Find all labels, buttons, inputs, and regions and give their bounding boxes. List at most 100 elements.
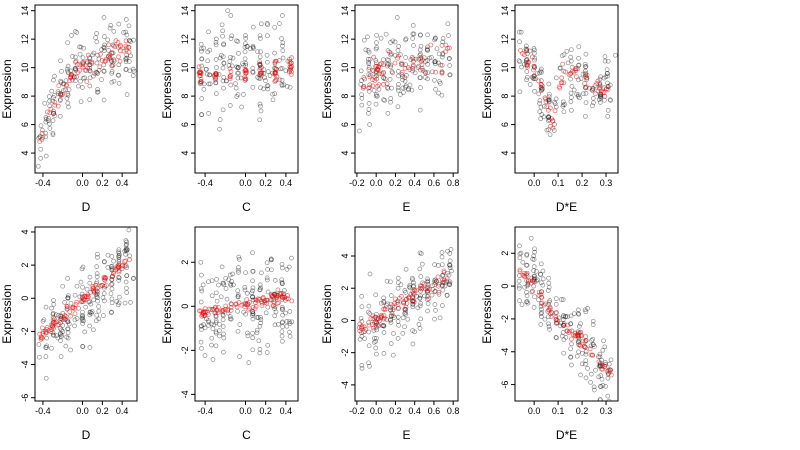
data-point-black — [210, 357, 216, 362]
data-point-black — [588, 371, 594, 377]
data-point-black — [54, 333, 59, 338]
data-point-black — [280, 324, 285, 330]
data-point-red — [244, 297, 250, 303]
data-point-red — [116, 54, 121, 60]
data-point-black — [250, 268, 256, 274]
data-point-red — [370, 77, 376, 83]
data-point-black — [386, 57, 392, 63]
data-point-black — [244, 44, 250, 49]
data-point-black — [280, 319, 285, 325]
data-point-black — [531, 253, 537, 259]
data-point-black — [282, 288, 287, 293]
data-point-black — [607, 97, 613, 103]
x-axis-title: E — [402, 200, 410, 214]
data-point-black — [65, 40, 70, 46]
x-axis-title: D — [82, 200, 91, 214]
data-point-red — [524, 48, 529, 54]
data-point-black — [250, 69, 256, 75]
data-point-black — [447, 251, 453, 256]
data-point-red — [445, 45, 451, 51]
data-point-red — [223, 303, 229, 309]
data-point-black — [124, 273, 130, 278]
data-point-black — [280, 48, 286, 53]
data-point-red — [236, 300, 242, 305]
data-point-black — [568, 321, 573, 327]
data-point-black — [124, 248, 129, 254]
data-point-red — [565, 322, 571, 328]
data-point-black — [216, 282, 221, 288]
data-point-black — [65, 68, 71, 74]
data-point-black — [199, 63, 205, 69]
data-point-black — [254, 315, 260, 320]
data-point-black — [605, 108, 611, 113]
points-group — [196, 8, 295, 132]
data-point-black — [406, 284, 412, 290]
data-point-black — [284, 267, 290, 272]
data-point-red — [289, 69, 294, 75]
data-point-black — [198, 41, 204, 47]
data-point-black — [384, 278, 390, 284]
x-axis-title: C — [242, 200, 251, 214]
data-point-red — [530, 288, 535, 294]
data-point-red — [405, 65, 411, 71]
y-tick-label: 6 — [340, 122, 350, 127]
data-point-black — [211, 322, 217, 328]
data-point-black — [115, 302, 121, 308]
data-point-black — [582, 61, 588, 67]
data-point-red — [552, 108, 558, 114]
data-point-black — [56, 313, 61, 318]
data-point-black — [367, 311, 373, 316]
data-point-black — [250, 24, 256, 30]
y-tick-label: 14 — [500, 6, 510, 16]
data-point-black — [38, 146, 44, 152]
data-point-black — [43, 114, 49, 120]
x-tick-label: 0.4 — [280, 406, 293, 416]
data-point-black — [38, 123, 44, 129]
data-point-red — [555, 320, 560, 326]
data-point-black — [213, 318, 219, 324]
data-point-black — [236, 70, 241, 76]
data-point-black — [445, 248, 450, 254]
data-point-black — [72, 317, 78, 323]
data-point-black — [605, 375, 611, 381]
data-point-red — [273, 66, 279, 72]
y-tick-label: 4 — [340, 253, 350, 258]
x-tick-label: 0.1 — [552, 406, 565, 416]
data-point-black — [391, 315, 397, 320]
data-point-black — [597, 354, 603, 360]
data-point-red — [52, 113, 58, 119]
data-point-black — [58, 97, 63, 102]
y-tick-label: 14 — [340, 6, 350, 16]
data-point-black — [77, 294, 83, 300]
data-point-black — [128, 300, 133, 305]
data-point-black — [258, 317, 264, 322]
data-point-black — [600, 383, 606, 388]
data-point-black — [87, 310, 93, 315]
data-point-black — [213, 320, 219, 325]
data-point-black — [51, 77, 56, 83]
data-point-black — [116, 257, 122, 263]
data-point-black — [223, 275, 229, 281]
data-point-black — [417, 107, 423, 113]
data-point-black — [524, 283, 530, 289]
data-point-black — [580, 71, 586, 77]
data-point-black — [77, 51, 83, 57]
data-point-black — [359, 78, 364, 83]
data-point-red — [126, 49, 132, 55]
data-point-black — [94, 60, 100, 66]
data-point-black — [437, 81, 443, 86]
data-point-black — [578, 372, 583, 378]
data-point-black — [366, 303, 372, 309]
data-point-black — [265, 86, 271, 92]
data-point-black — [59, 332, 65, 338]
data-point-black — [532, 55, 538, 61]
data-point-black — [568, 90, 574, 96]
data-point-black — [381, 323, 386, 329]
data-point-red — [522, 274, 528, 280]
data-point-black — [116, 255, 122, 260]
data-point-black — [256, 338, 262, 344]
data-point-black — [410, 341, 416, 347]
data-point-black — [373, 93, 379, 99]
data-point-black — [234, 64, 240, 70]
data-point-red — [40, 325, 45, 331]
